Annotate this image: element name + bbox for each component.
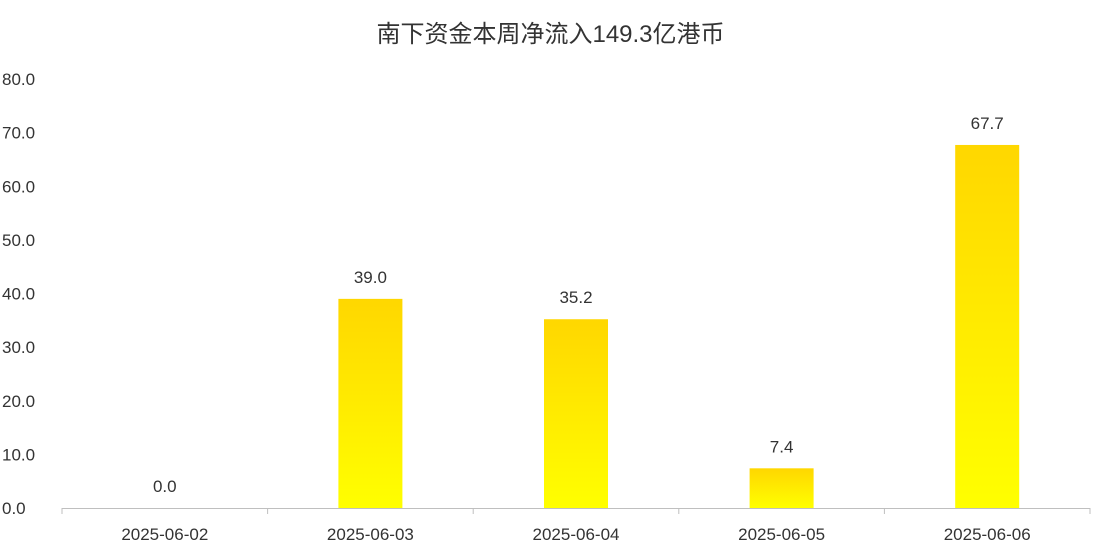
data-label-2025-06-04: 35.2: [559, 288, 592, 307]
bars: [338, 144, 1020, 509]
y-axis-tick-labels: 0.0 10.0 20.0 30.0 40.0 50.0 60.0 70.0 80.0: [2, 70, 35, 518]
x-tick-label: 2025-06-02: [121, 525, 208, 544]
bar-2025-06-06: [955, 144, 1020, 509]
data-label-2025-06-02: 0.0: [153, 477, 177, 496]
y-tick-label: 40.0: [2, 285, 35, 304]
y-tick-label: 80.0: [2, 70, 35, 89]
y-tick-label: 20.0: [2, 392, 35, 411]
bar-2025-06-04: [544, 319, 608, 508]
x-tick-label: 2025-06-03: [327, 525, 414, 544]
bar-2025-06-03: [338, 298, 403, 508]
data-label-2025-06-03: 39.0: [354, 268, 387, 287]
bar-2025-06-05: [749, 468, 814, 508]
data-label-2025-06-06: 67.7: [971, 114, 1004, 133]
data-label-2025-06-05: 7.4: [770, 437, 794, 456]
x-axis-tick-labels: 2025-06-02 2025-06-03 2025-06-04 2025-06-05…: [121, 525, 1030, 544]
y-tick-label: 10.0: [2, 445, 35, 464]
y-tick-label: 30.0: [2, 338, 35, 357]
x-tick-label: 2025-06-05: [738, 525, 825, 544]
y-tick-label: 50.0: [2, 231, 35, 250]
y-tick-label: 60.0: [2, 177, 35, 196]
x-axis: [61, 508, 1091, 514]
x-tick-label: 2025-06-04: [533, 525, 620, 544]
data-labels: 0.0 39.0 35.2 7.4 67.7: [153, 114, 1004, 496]
chart-title: 南下资金本周净流入149.3亿港币: [376, 21, 725, 48]
y-tick-label: 70.0: [2, 124, 35, 143]
x-tick-label: 2025-06-06: [944, 525, 1031, 544]
y-tick-label: 0.0: [2, 499, 26, 518]
